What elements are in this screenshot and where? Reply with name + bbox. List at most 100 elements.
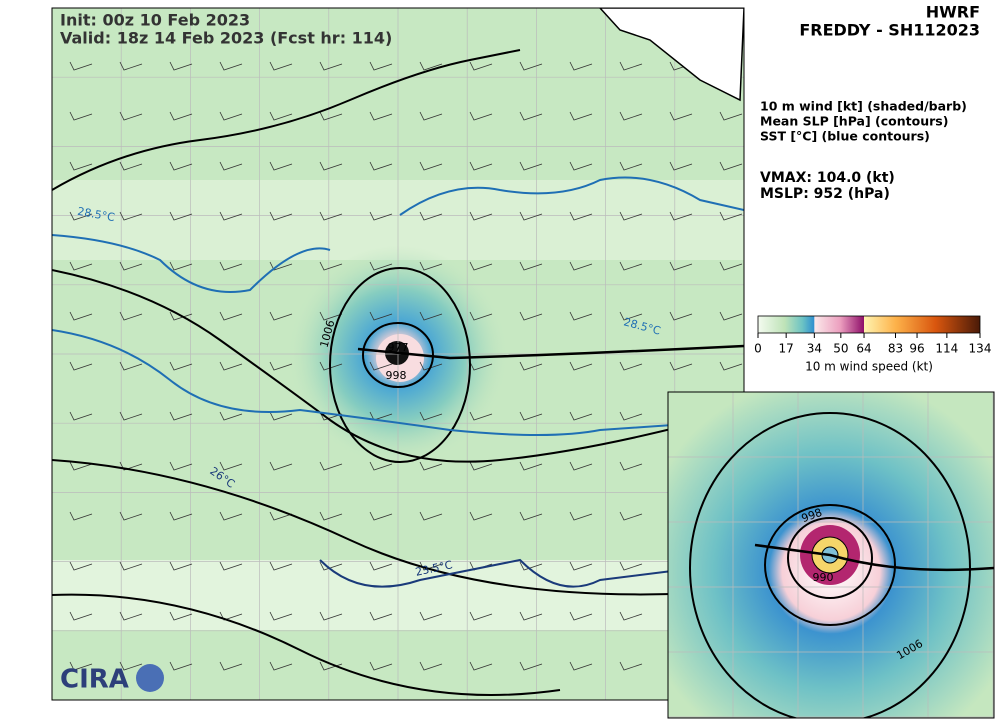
wind-barb	[619, 661, 643, 671]
wind-barb	[219, 461, 243, 471]
wind-barb	[469, 261, 493, 271]
wind-barb	[619, 511, 643, 521]
wind-barb	[169, 611, 193, 621]
contour-label: 977	[388, 341, 409, 354]
wind-barb	[719, 261, 743, 271]
wind-barb	[469, 211, 493, 221]
wind-barb	[169, 161, 193, 171]
wind-barb	[119, 511, 143, 521]
wind-barb	[719, 311, 743, 321]
wind-barb	[519, 211, 543, 221]
wind-barb	[269, 561, 293, 571]
wind-barb	[569, 111, 593, 121]
wind-barb	[569, 361, 593, 371]
wind-barb	[469, 61, 493, 71]
wind-barb	[519, 611, 543, 621]
wind-barb	[569, 411, 593, 421]
model-name: HWRF	[926, 3, 980, 22]
wind-barb	[169, 311, 193, 321]
wind-barb	[220, 712, 242, 720]
wind-barb	[619, 461, 643, 471]
wind-barb	[269, 661, 293, 671]
wind-barb	[119, 461, 143, 471]
wind-barb	[669, 111, 693, 121]
wind-barb	[569, 261, 593, 271]
wind-barb	[419, 611, 443, 621]
contour-label: 998	[386, 369, 407, 382]
wind-barb	[319, 211, 343, 221]
wind-barb	[369, 61, 393, 71]
wind-barb	[319, 511, 343, 521]
wind-barb	[320, 712, 342, 720]
wind-barb	[169, 461, 193, 471]
init-time: Init: 00z 10 Feb 2023	[60, 11, 250, 30]
wind-barb	[419, 661, 443, 671]
wind-barb	[219, 61, 243, 71]
wind-barb	[369, 111, 393, 121]
wind-barb	[369, 561, 393, 571]
wind-barb	[219, 311, 243, 321]
storm-name: FREDDY - SH112023	[799, 21, 980, 40]
wind-barb	[369, 611, 393, 621]
wind-barb	[519, 361, 543, 371]
wind-barb	[569, 311, 593, 321]
wind-barb	[69, 411, 93, 421]
wind-barb	[519, 411, 543, 421]
colorbar-tick-label: 64	[856, 342, 871, 356]
wind-barb	[570, 712, 592, 720]
wind-barb	[469, 361, 493, 371]
wind-barb	[619, 261, 643, 271]
wind-barb	[69, 611, 93, 621]
wind-barb	[369, 361, 393, 371]
wind-barb	[269, 311, 293, 321]
wind-barb	[269, 111, 293, 121]
wind-barb	[419, 411, 443, 421]
wind-barb	[470, 712, 492, 720]
wind-barb	[569, 211, 593, 221]
wind-barb	[319, 111, 343, 121]
wind-barb	[519, 61, 543, 71]
cira-logo: CIRA	[60, 664, 164, 695]
wind-barb	[669, 361, 693, 371]
wind-barb	[269, 611, 293, 621]
wind-barb	[619, 61, 643, 71]
wind-barb	[119, 111, 143, 121]
legend-line: 10 m wind [kt] (shaded/barb)	[760, 99, 967, 114]
inset-frame	[667, 391, 995, 719]
wind-barb	[419, 211, 443, 221]
wind-barb	[269, 511, 293, 521]
wind-barb	[120, 712, 142, 720]
wind-barb	[69, 111, 93, 121]
wind-barb	[169, 661, 193, 671]
wind-barb	[369, 661, 393, 671]
wind-barb	[119, 661, 143, 671]
wind-barb	[269, 411, 293, 421]
wind-barb	[69, 161, 93, 171]
contour-label: 990	[813, 571, 834, 584]
wind-barb	[719, 211, 743, 221]
mslp: MSLP: 952 (hPa)	[760, 186, 890, 202]
wind-barb	[219, 561, 243, 571]
colorbar-tick-label: 83	[888, 342, 903, 356]
wind-barb	[469, 111, 493, 121]
wind-barb	[69, 311, 93, 321]
colorbar-tick-label: 134	[969, 342, 992, 356]
wind-barb	[269, 161, 293, 171]
wind-barb	[469, 461, 493, 471]
wind-barb	[619, 361, 643, 371]
wind-barb	[69, 261, 93, 271]
wind-barb	[119, 561, 143, 571]
wind-barb	[569, 661, 593, 671]
wind-barb	[319, 261, 343, 271]
wind-barb	[519, 461, 543, 471]
wind-barb	[419, 61, 443, 71]
wind-barb	[119, 261, 143, 271]
wind-barb	[319, 561, 343, 571]
wind-barb	[119, 61, 143, 71]
wind-barb	[419, 161, 443, 171]
wind-barb	[519, 661, 543, 671]
wind-barb	[719, 111, 743, 121]
wind-barb	[169, 61, 193, 71]
colorbar-tick-label: 17	[779, 342, 794, 356]
